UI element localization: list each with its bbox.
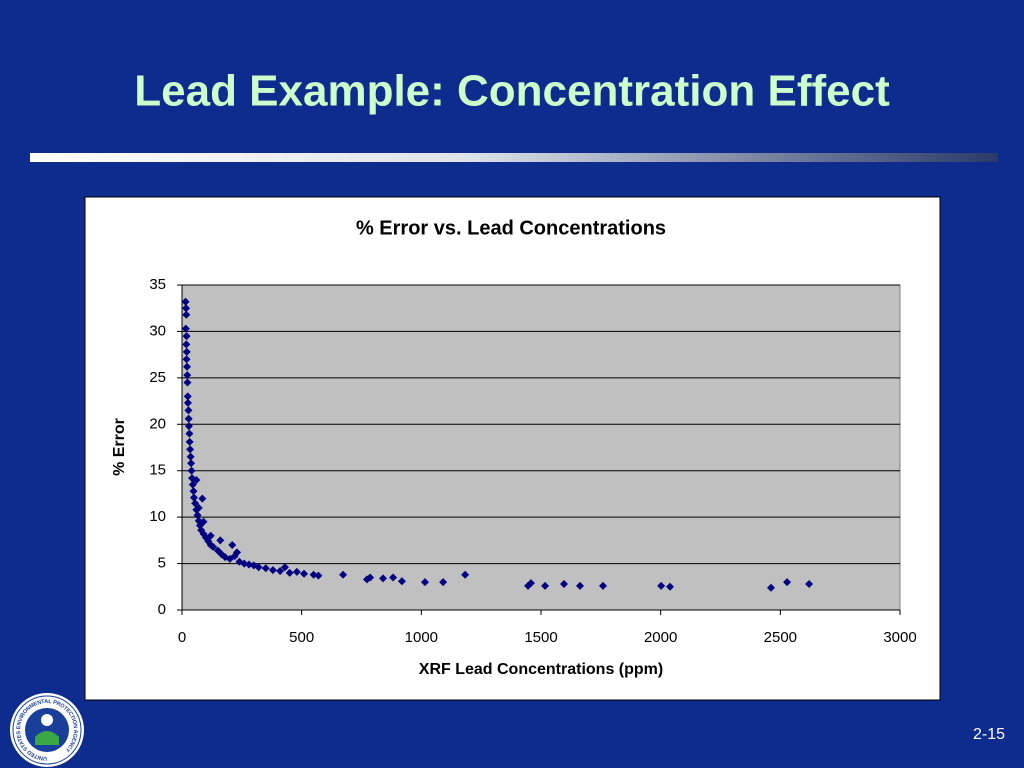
point: [389, 573, 398, 582]
point: [186, 445, 195, 454]
y-tick-label: 35: [149, 276, 166, 293]
point: [189, 487, 198, 496]
point: [666, 582, 675, 591]
point: [183, 362, 192, 371]
point: [198, 494, 207, 503]
point: [541, 581, 550, 590]
point: [461, 570, 470, 579]
point: [805, 580, 814, 588]
point: [783, 578, 792, 587]
x-tick-label: 2500: [764, 629, 797, 646]
point: [526, 579, 535, 588]
x-tick-label: 3000: [883, 629, 916, 646]
y-tick-label: 25: [149, 369, 166, 386]
point: [216, 536, 225, 545]
point: [766, 583, 775, 592]
point: [206, 531, 215, 540]
logo-sun: [41, 714, 53, 726]
point: [185, 437, 194, 446]
point: [199, 517, 208, 526]
x-tick-label: 1500: [524, 629, 557, 646]
point: [184, 406, 193, 415]
slide-title: Lead Example: Concentration Effect: [134, 67, 890, 116]
logo-ring: [12, 695, 82, 765]
logo-leaf: [35, 731, 59, 745]
point: [184, 422, 193, 431]
point: [182, 304, 191, 313]
point: [268, 566, 277, 575]
point: [228, 541, 237, 549]
x-tick-label: 1000: [405, 629, 438, 646]
point: [191, 499, 200, 508]
x-tick-label: 2000: [644, 629, 677, 646]
y-tick-label: 30: [149, 322, 166, 339]
point: [183, 378, 192, 387]
point: [598, 581, 607, 590]
point: [188, 480, 197, 489]
point: [187, 459, 196, 468]
point: [183, 392, 192, 401]
y-tick-label: 15: [149, 462, 166, 479]
point: [186, 452, 195, 461]
point: [285, 568, 294, 577]
point: [300, 569, 309, 578]
point: [182, 332, 191, 341]
point: [187, 466, 196, 475]
title-rule: [30, 153, 998, 162]
point: [420, 578, 429, 587]
point: [292, 567, 301, 576]
point: [185, 429, 194, 438]
epa-logo: UNITED STATES ENVIRONMENTAL PROTECTION A…: [10, 693, 84, 767]
y-tick-label: 5: [158, 555, 166, 572]
point: [379, 574, 388, 583]
point: [261, 564, 270, 573]
point: [189, 493, 198, 502]
point: [439, 578, 448, 587]
point: [183, 398, 192, 407]
point: [181, 297, 190, 306]
point: [339, 570, 348, 579]
x-axis-label: XRF Lead Concentrations (ppm): [419, 661, 663, 678]
point: [193, 511, 202, 520]
point: [209, 542, 218, 551]
point: [254, 563, 263, 572]
point: [181, 324, 190, 333]
point: [233, 548, 242, 557]
y-tick-label: 0: [158, 601, 166, 618]
point: [366, 573, 375, 582]
point: [192, 476, 201, 484]
point: [397, 577, 406, 586]
y-axis-label: % Error: [111, 418, 128, 476]
y-tick-label: 10: [149, 508, 166, 525]
y-tick-label: 20: [149, 415, 166, 432]
point: [183, 371, 192, 380]
point: [184, 414, 193, 423]
chart-title: % Error vs. Lead Concentrations: [356, 217, 666, 239]
point: [280, 563, 289, 572]
point: [657, 581, 666, 590]
point: [559, 580, 568, 588]
point: [194, 503, 203, 512]
point: [276, 567, 285, 575]
point: [182, 310, 191, 319]
point: [182, 355, 191, 364]
x-tick-label: 500: [289, 629, 314, 646]
plot-area: [181, 284, 901, 611]
point: [182, 340, 191, 349]
point: [576, 581, 585, 590]
point: [182, 347, 191, 356]
page-number: 2-15: [973, 726, 1005, 743]
x-tick-label: 0: [178, 629, 186, 646]
point: [314, 571, 323, 580]
